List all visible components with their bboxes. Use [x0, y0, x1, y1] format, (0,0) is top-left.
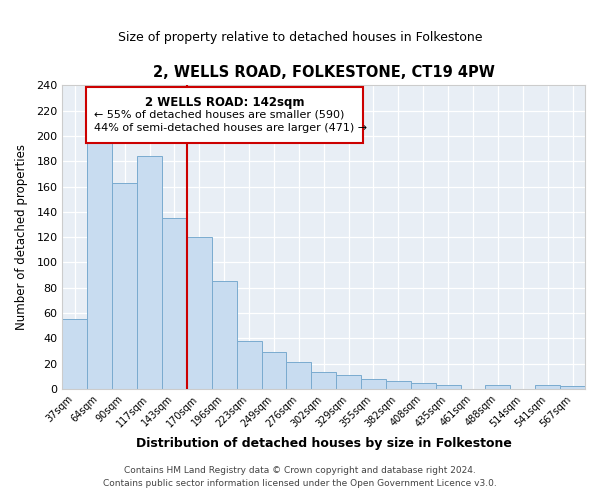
Bar [286, 362, 311, 389]
Bar [311, 372, 336, 389]
Bar [361, 379, 386, 389]
Bar [560, 386, 585, 389]
Text: ← 55% of detached houses are smaller (590): ← 55% of detached houses are smaller (59… [94, 110, 344, 120]
Bar [262, 352, 286, 389]
Bar [187, 237, 212, 389]
Bar [436, 385, 461, 389]
Text: 44% of semi-detached houses are larger (471) →: 44% of semi-detached houses are larger (… [94, 124, 367, 134]
X-axis label: Distribution of detached houses by size in Folkestone: Distribution of detached houses by size … [136, 437, 512, 450]
Bar [485, 385, 511, 389]
Bar [411, 382, 436, 389]
Bar [112, 182, 137, 389]
Text: 2 WELLS ROAD: 142sqm: 2 WELLS ROAD: 142sqm [145, 96, 304, 109]
Bar [535, 385, 560, 389]
Bar [88, 134, 112, 389]
Bar [137, 156, 162, 389]
Y-axis label: Number of detached properties: Number of detached properties [15, 144, 28, 330]
Bar [236, 341, 262, 389]
Bar [62, 320, 88, 389]
Bar [212, 282, 236, 389]
Text: Contains HM Land Registry data © Crown copyright and database right 2024.
Contai: Contains HM Land Registry data © Crown c… [103, 466, 497, 487]
Bar [162, 218, 187, 389]
Bar [336, 375, 361, 389]
Text: Size of property relative to detached houses in Folkestone: Size of property relative to detached ho… [118, 31, 482, 44]
FancyBboxPatch shape [86, 87, 363, 143]
Bar [386, 382, 411, 389]
Title: 2, WELLS ROAD, FOLKESTONE, CT19 4PW: 2, WELLS ROAD, FOLKESTONE, CT19 4PW [153, 65, 494, 80]
